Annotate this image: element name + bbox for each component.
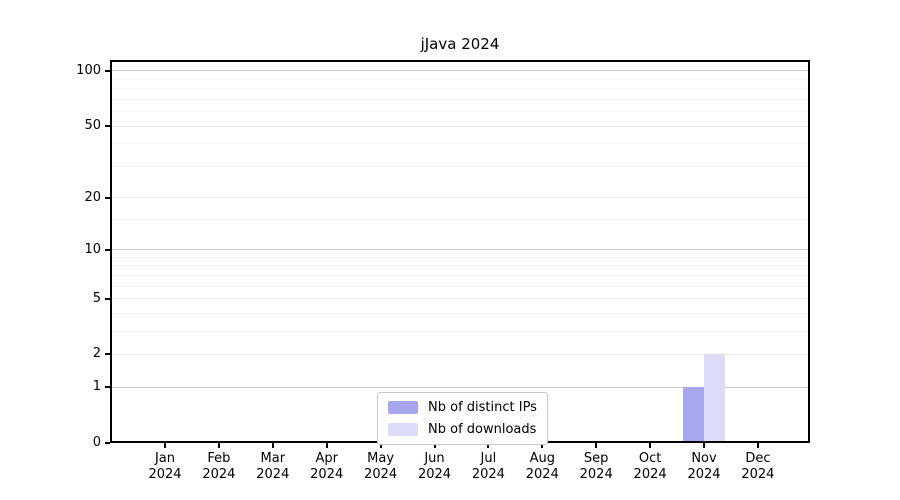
y-tick — [105, 297, 110, 300]
x-tick-label: Feb 2024 — [202, 451, 236, 482]
y-gridline — [110, 249, 810, 251]
x-tick — [756, 443, 759, 448]
x-tick — [541, 443, 544, 448]
plot-area — [110, 60, 810, 443]
y-tick-label: 20 — [84, 189, 101, 205]
x-tick — [217, 443, 220, 448]
y-tick — [105, 442, 110, 444]
legend-item-distinct-ips: Nb of distinct IPs — [388, 400, 537, 415]
x-tick — [649, 443, 652, 448]
chart-title: jJava 2024 — [420, 35, 500, 53]
y-tick — [105, 386, 110, 389]
legend-swatch-distinct-ips — [388, 401, 418, 414]
x-tick — [379, 443, 382, 448]
top-spine — [110, 60, 810, 62]
y-gridline — [110, 70, 810, 72]
y-tick — [105, 248, 110, 251]
y-gridline-minor — [110, 78, 810, 80]
x-tick — [271, 443, 274, 448]
y-gridline-minor — [110, 274, 810, 276]
bar-nov-series0 — [683, 387, 704, 443]
y-tick-label: 2 — [92, 346, 101, 362]
y-tick — [105, 196, 110, 199]
y-gridline-minor — [110, 219, 810, 220]
legend-label-distinct-ips: Nb of distinct IPs — [428, 400, 537, 415]
x-tick-label: Aug 2024 — [525, 451, 559, 482]
y-gridline-minor — [110, 265, 810, 267]
y-gridline-minor — [110, 111, 810, 113]
y-gridline — [110, 386, 810, 388]
y-tick-label: 5 — [92, 290, 101, 306]
x-tick — [164, 443, 166, 448]
x-tick — [595, 443, 598, 448]
y-tick-label: 50 — [84, 118, 101, 134]
y-gridline — [110, 125, 810, 127]
x-tick — [487, 443, 490, 448]
y-gridline-minor — [110, 256, 810, 258]
right-spine — [808, 60, 810, 443]
legend: Nb of distinct IPs Nb of downloads — [377, 392, 548, 445]
x-tick-label: Sep 2024 — [579, 451, 613, 482]
legend-swatch-downloads — [388, 423, 418, 436]
y-gridline-minor — [110, 143, 810, 145]
x-tick-label: Apr 2024 — [310, 451, 344, 482]
x-tick — [703, 443, 705, 448]
x-tick-label: Mar 2024 — [256, 451, 290, 482]
y-tick-label: 10 — [84, 241, 101, 257]
x-tick — [433, 443, 436, 448]
y-gridline — [110, 353, 810, 355]
bar-nov-series1 — [704, 354, 725, 443]
y-tick — [105, 69, 110, 72]
y-gridline-minor — [110, 312, 810, 314]
legend-item-downloads: Nb of downloads — [388, 422, 537, 437]
x-tick-label: Oct 2024 — [633, 451, 667, 482]
y-gridline-minor — [110, 285, 810, 287]
y-gridline-minor — [110, 165, 810, 167]
y-gridline-minor — [110, 330, 810, 332]
y-gridline-minor — [110, 98, 810, 100]
x-tick-label: Jan 2024 — [148, 451, 182, 482]
legend-label-downloads: Nb of downloads — [428, 422, 537, 437]
x-tick — [325, 443, 328, 448]
x-tick-label: May 2024 — [364, 451, 398, 482]
y-tick-label: 1 — [92, 379, 101, 395]
y-tick — [105, 353, 110, 356]
x-tick-label: Nov 2024 — [687, 451, 721, 482]
x-tick-label: Dec 2024 — [741, 451, 775, 482]
y-tick — [105, 125, 110, 128]
x-tick-label: Jul 2024 — [471, 451, 505, 482]
y-tick-label: 0 — [92, 435, 101, 450]
x-tick-label: Jun 2024 — [417, 451, 452, 482]
y-gridline — [110, 298, 810, 300]
y-gridline — [110, 197, 810, 199]
y-tick-label: 100 — [76, 62, 101, 78]
y-gridline-minor — [110, 88, 810, 90]
left-spine — [110, 60, 112, 443]
